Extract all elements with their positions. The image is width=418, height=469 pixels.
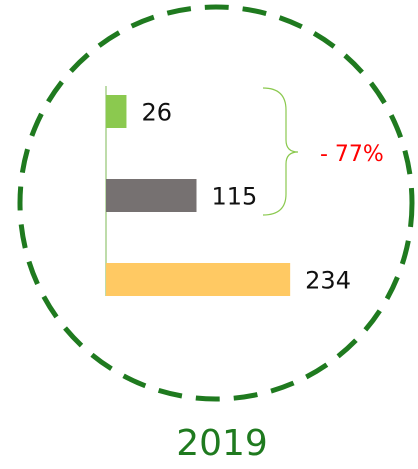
annotation: - 77% [320, 142, 384, 167]
bar [106, 95, 127, 128]
value-label: 26 [141, 99, 172, 127]
value-label: 115 [212, 183, 258, 211]
value-label: 234 [305, 267, 351, 295]
year-label: 2019 [176, 423, 268, 464]
bar [106, 179, 197, 212]
bar [106, 263, 291, 296]
dashed-circle [17, 4, 415, 402]
brace [262, 87, 299, 216]
